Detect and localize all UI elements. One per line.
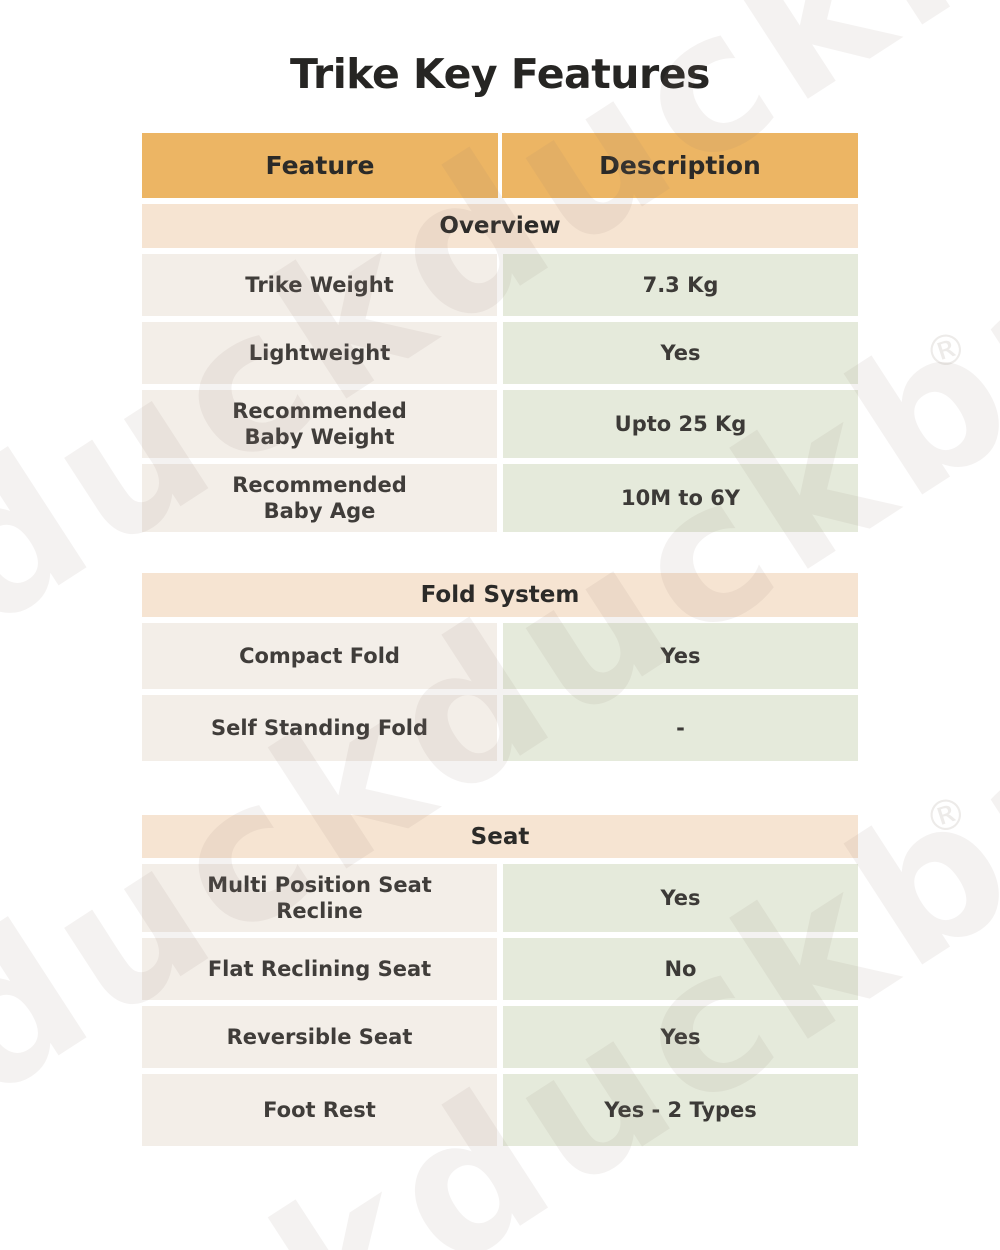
description-cell: Upto 25 Kg [503,390,858,458]
feature-cell: Recommended Baby Weight [142,390,497,458]
table-row: Multi Position Seat Recline Yes [142,864,858,932]
table-row: Foot Rest Yes - 2 Types [142,1074,858,1146]
feature-cell: Lightweight [142,322,497,384]
section-header-seat: Seat [142,815,858,858]
feature-cell: Multi Position Seat Recline [142,864,497,932]
table-overview: Feature Description Overview Trike Weigh… [142,133,858,532]
registered-trademark-icon: ® [918,320,974,381]
table-row: Lightweight Yes [142,322,858,384]
column-header-description: Description [502,133,858,198]
table-row: Compact Fold Yes [142,623,858,689]
description-cell: 7.3 Kg [503,254,858,316]
feature-cell: Trike Weight [142,254,497,316]
feature-cell: Self Standing Fold [142,695,497,761]
table-row: Recommended Baby Age 10M to 6Y [142,464,858,532]
feature-cell: Recommended Baby Age [142,464,497,532]
section-header-fold-system: Fold System [142,573,858,617]
feature-cell: Reversible Seat [142,1006,497,1068]
description-cell: - [503,695,858,761]
page-title: Trike Key Features [290,50,710,98]
section-header-overview: Overview [142,204,858,248]
table-fold-system: Fold System Compact Fold Yes Self Standi… [142,573,858,761]
table-header-row: Feature Description [142,133,858,198]
feature-cell: Foot Rest [142,1074,497,1146]
description-cell: Yes - 2 Types [503,1074,858,1146]
registered-trademark-icon: ® [918,785,974,846]
description-cell: Yes [503,864,858,932]
table-row: Trike Weight 7.3 Kg [142,254,858,316]
table-row: Flat Reclining Seat No [142,938,858,1000]
table-seat: Seat Multi Position Seat Recline Yes Fla… [142,815,858,1146]
table-row: Recommended Baby Weight Upto 25 Kg [142,390,858,458]
description-cell: Yes [503,322,858,384]
table-row: Reversible Seat Yes [142,1006,858,1068]
feature-cell: Flat Reclining Seat [142,938,497,1000]
feature-cell: Compact Fold [142,623,497,689]
table-row: Self Standing Fold - [142,695,858,761]
column-header-feature: Feature [142,133,498,198]
description-cell: No [503,938,858,1000]
description-cell: Yes [503,1006,858,1068]
description-cell: 10M to 6Y [503,464,858,532]
description-cell: Yes [503,623,858,689]
